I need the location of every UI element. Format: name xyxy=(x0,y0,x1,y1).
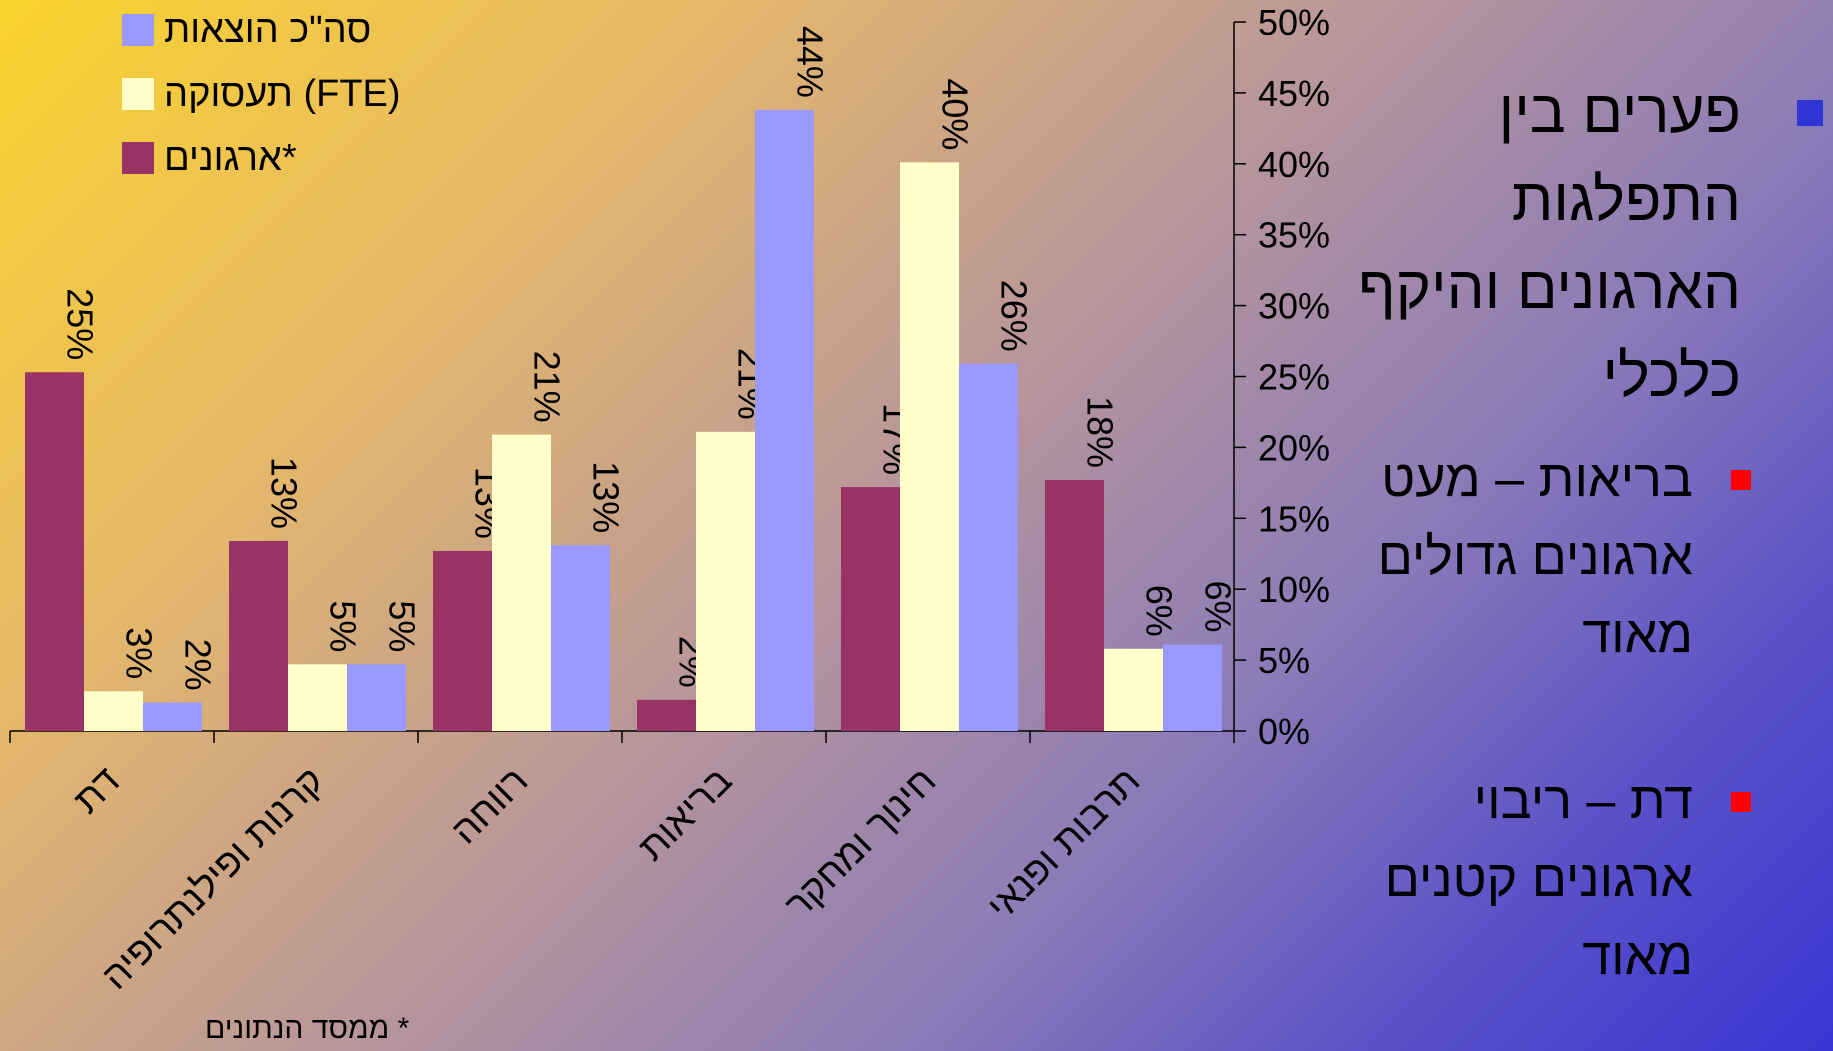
legend-label: סה"כ הוצאות xyxy=(164,9,371,51)
sub-bullet-text: דת – ריבוי ארגונים קטנים מאוד xyxy=(1384,772,1693,986)
bullet-list: פערים בין התפלגות הארגונים והיקף כלכלי ב… xyxy=(1313,0,1833,1051)
y-tick-label: 15% xyxy=(1258,498,1330,539)
sub-bullet-text: בריאות – מעט ארגונים גדולים מאוד xyxy=(1377,450,1693,664)
red-square-bullet-icon xyxy=(1731,792,1751,812)
data-label: 26% xyxy=(994,280,1035,352)
y-tick-label: 35% xyxy=(1258,215,1330,256)
legend-label: ארגונים* xyxy=(164,137,297,179)
bar xyxy=(229,540,288,731)
data-label: 6% xyxy=(1139,585,1180,637)
data-label: 2% xyxy=(178,639,219,691)
sub-bullet-health: בריאות – מעט ארגונים גדולים מאוד xyxy=(1371,440,1751,674)
bar xyxy=(900,162,959,731)
legend-label: תעסוקה (FTE) xyxy=(164,73,401,115)
bar xyxy=(959,363,1018,731)
bar xyxy=(84,691,143,731)
main-bullet: פערים בין התפלגות הארגונים והיקף כלכלי xyxy=(1333,68,1823,420)
bar xyxy=(347,664,406,731)
y-tick-label: 45% xyxy=(1258,73,1330,114)
y-tick-label: 0% xyxy=(1258,711,1310,752)
bar xyxy=(288,664,347,731)
bar xyxy=(1163,644,1222,731)
bar xyxy=(492,434,551,731)
data-label: 5% xyxy=(323,600,364,652)
data-label: 40% xyxy=(935,78,976,150)
bar xyxy=(637,699,696,731)
legend-swatch xyxy=(122,14,154,46)
legend-swatch xyxy=(122,142,154,174)
x-category-label: חינוך ומחקר xyxy=(777,760,944,927)
y-tick-label: 30% xyxy=(1258,286,1330,327)
red-square-bullet-icon xyxy=(1731,470,1751,490)
x-category-label: תרבות ופנאי xyxy=(980,760,1149,929)
data-label: 3% xyxy=(119,627,160,679)
footnote: * ממסד הנתונים xyxy=(205,1012,410,1045)
data-label: 6% xyxy=(1198,580,1239,632)
y-tick-label: 50% xyxy=(1258,2,1330,43)
y-tick-label: 25% xyxy=(1258,357,1330,398)
data-label: 18% xyxy=(1080,396,1121,468)
square-bullet-icon xyxy=(1797,100,1823,126)
data-label: 44% xyxy=(790,26,831,98)
bar xyxy=(25,372,84,731)
legend-swatch xyxy=(122,78,154,110)
y-tick-label: 40% xyxy=(1258,144,1330,185)
sub-bullet-religion: דת – ריבוי ארגונים קטנים מאוד xyxy=(1371,762,1751,996)
bar xyxy=(841,487,900,731)
main-bullet-text: פערים בין התפלגות הארגונים והיקף כלכלי xyxy=(1358,78,1741,409)
x-category-label: בריאות xyxy=(631,760,741,870)
bar xyxy=(1104,648,1163,731)
bar xyxy=(755,109,814,731)
y-tick-label: 10% xyxy=(1258,569,1330,610)
bar xyxy=(1045,480,1104,731)
y-tick-label: 20% xyxy=(1258,427,1330,468)
x-category-label: דת xyxy=(66,760,128,822)
x-category-label: קרנות ופילנתרופיה xyxy=(94,760,332,998)
bar xyxy=(551,545,610,731)
bar xyxy=(433,550,492,731)
x-category-label: רווחה xyxy=(444,760,537,853)
data-label: 21% xyxy=(527,351,568,423)
bar xyxy=(143,702,202,731)
data-label: 13% xyxy=(264,457,305,529)
bar xyxy=(696,431,755,731)
data-label: 5% xyxy=(382,600,423,652)
data-label: 25% xyxy=(60,288,101,360)
y-tick-label: 5% xyxy=(1258,640,1310,681)
data-label: 13% xyxy=(586,461,627,533)
